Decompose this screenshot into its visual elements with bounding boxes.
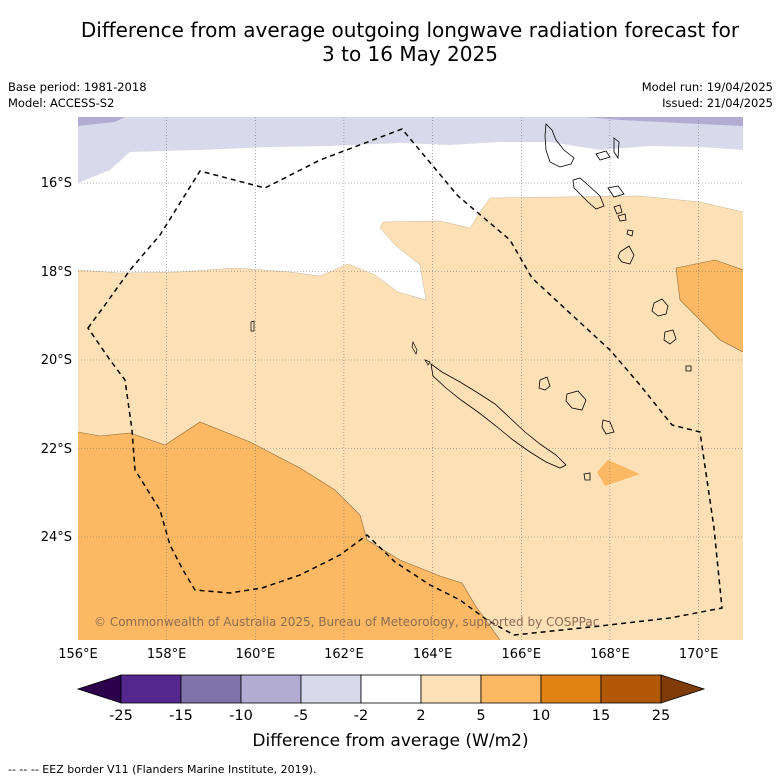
colorbar-segment — [600, 674, 662, 704]
lon-axis: 156°E 158°E 160°E 162°E 164°E 166°E 168°… — [58, 647, 718, 662]
lat-label: 16°S — [41, 176, 72, 191]
colorbar-segment — [180, 674, 242, 704]
meta-left: Base period: 1981-2018 Model: ACCESS-S2 — [8, 79, 147, 111]
copyright-text: © Commonwealth of Australia 2025, Bureau… — [94, 615, 599, 629]
map-title: Difference from average outgoing longwav… — [0, 18, 781, 66]
lat-axis: 16°S 18°S 20°S 22°S 24°S — [41, 176, 72, 545]
lat-label: 22°S — [41, 442, 72, 457]
tanna-island — [663, 329, 677, 345]
colorbar-segment — [420, 674, 482, 704]
eez-border — [87, 128, 723, 636]
field-5-10-patch — [597, 460, 640, 486]
base-period: Base period: 1981-2018 — [8, 80, 147, 94]
colorbar-tick-label: -2 — [354, 708, 368, 724]
mare-island — [565, 390, 587, 411]
field-neg10-neg5-west — [78, 117, 125, 126]
colorbar-tick-label: 5 — [476, 708, 485, 724]
field-5-10-southwest — [78, 422, 500, 640]
lon-label: 164°E — [413, 647, 453, 662]
colorbar-tick-label: -5 — [294, 708, 308, 724]
erromango-island — [651, 298, 669, 317]
lon-label: 158°E — [147, 647, 187, 662]
meta-right: Model run: 19/04/2025 Issued: 21/04/2025 — [642, 79, 773, 111]
lat-label: 24°S — [41, 530, 72, 545]
field-5-10-east — [676, 260, 743, 352]
colorbar-segment — [540, 674, 602, 704]
island-se — [601, 419, 615, 435]
lon-label: 156°E — [58, 647, 98, 662]
colorbar-tick-label: 15 — [592, 708, 610, 724]
lat-label: 18°S — [41, 265, 72, 280]
issued-date: Issued: 21/04/2025 — [662, 96, 773, 110]
colorbar-tick-label: 2 — [416, 708, 425, 724]
lon-label: 160°E — [236, 647, 276, 662]
malakula-island — [572, 177, 605, 210]
field-neg2-2 — [78, 142, 743, 300]
colorbar: -25 -15 -10 -5 -2 2 5 10 15 25 — [76, 674, 706, 724]
colorbar-tick-label: -10 — [229, 708, 253, 724]
colorbar-segment — [300, 674, 362, 704]
espiritu-santo-island — [544, 123, 575, 168]
colorbar-segment — [120, 674, 182, 704]
model-run: Model run: 19/04/2025 — [641, 80, 773, 94]
ile-des-pins — [583, 472, 591, 481]
colorbar-under-arrow — [76, 674, 122, 704]
title-line-2: 3 to 16 May 2025 — [322, 42, 498, 66]
graticule — [78, 117, 743, 640]
field-neg5-neg2 — [78, 117, 743, 183]
lon-label: 166°E — [502, 647, 542, 662]
colorbar-tick-label: -25 — [109, 708, 133, 724]
colorbar-segment — [360, 674, 422, 704]
colorbar-over-arrow — [660, 674, 706, 704]
colorbar-tick-label: 25 — [652, 708, 670, 724]
eez-legend: -- -- -- EEZ border V11 (Flanders Marine… — [8, 763, 317, 776]
efate-island — [617, 245, 635, 265]
colorbar-tick-label: -15 — [169, 708, 193, 724]
colorbar-label: Difference from average (W/m2) — [252, 731, 529, 751]
colorbar-tick-label: 10 — [532, 708, 550, 724]
colorbar-segment — [240, 674, 302, 704]
lon-label: 170°E — [679, 647, 719, 662]
lat-label: 20°S — [41, 353, 72, 368]
field-neg10-neg5-east — [585, 117, 743, 126]
colorbar-segment — [480, 674, 542, 704]
lifou-island — [538, 376, 551, 391]
model-name: Model: ACCESS-S2 — [8, 96, 115, 110]
grande-terre-island — [430, 363, 567, 469]
lon-label: 168°E — [590, 647, 630, 662]
anomaly-field: © Commonwealth of Australia 2025, Bureau… — [78, 117, 743, 640]
lon-label: 162°E — [324, 647, 364, 662]
title-line-1: Difference from average outgoing longwav… — [80, 18, 740, 42]
